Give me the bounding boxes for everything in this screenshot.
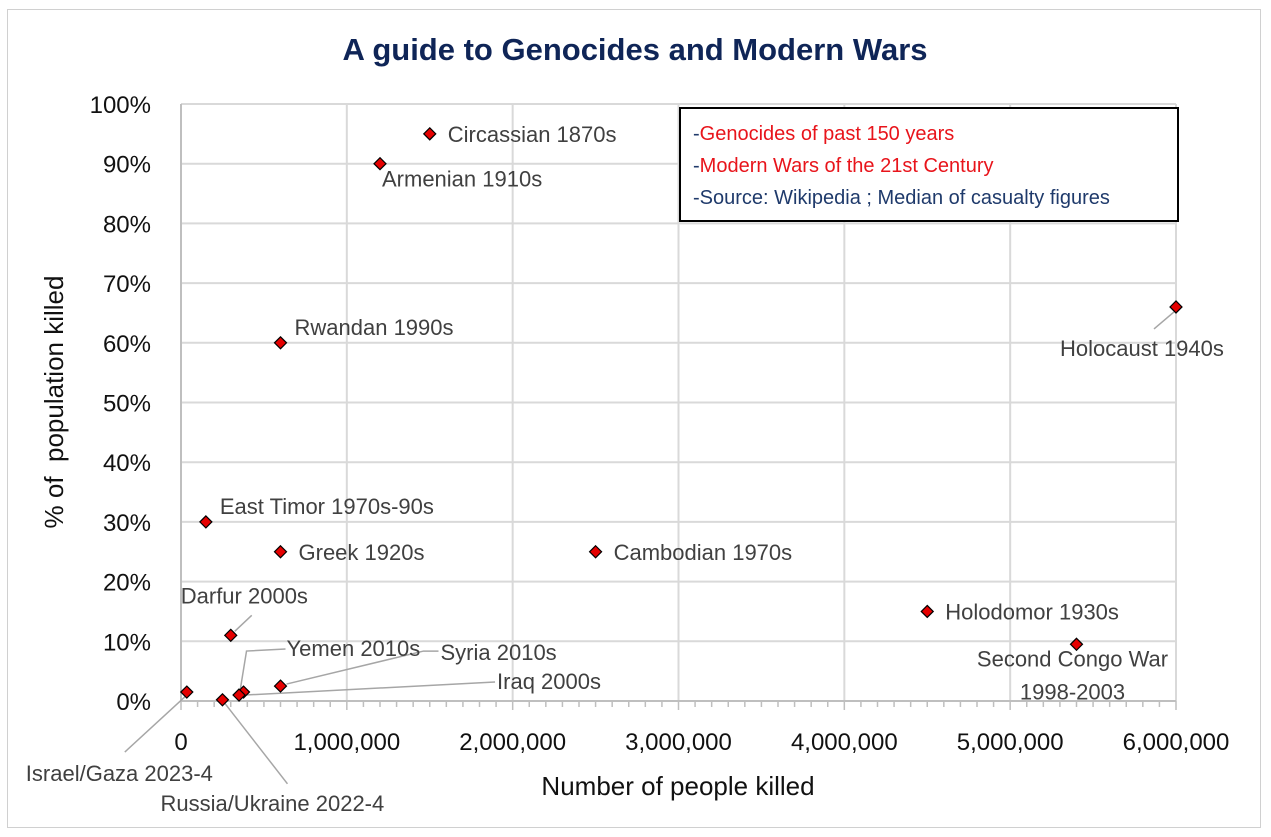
data-point-marker [199,515,213,529]
point-labels: Circassian 1870s Armenian 1910s Rwandan 19… [26,122,1224,816]
data-point-marker [422,127,437,141]
y-axis-title: % of population killed [39,276,69,529]
chart-title: A guide to Genocides and Modern Wars [342,32,927,67]
point-label: Rwandan 1990s [295,315,454,340]
note-dash: - [693,187,700,209]
leader-line [223,702,289,785]
leader-lines [124,311,1175,785]
point-label: East Timor 1970s-90s [220,494,434,519]
point-label: Iraq 2000s [497,669,601,694]
y-tick-label: 80% [103,211,151,238]
leader-line [245,681,496,696]
x-tick-label: 5,000,000 [957,729,1064,756]
axes: 0% 10% 20% 30% 40% 50% 60% 70% 80% 90% 100% 0 1,000,… [90,92,1230,756]
leader-line [124,694,188,753]
x-tick-label: 3,000,000 [625,729,732,756]
data-point-marker [588,544,603,559]
point-label: Yemen 2010s [287,636,421,661]
y-tick-label: 60% [103,331,151,358]
data-point-marker [1069,637,1084,652]
y-tick-label: 50% [103,391,151,418]
y-tick-label: 0% [116,689,151,716]
point-label: Israel/Gaza 2023-4 [26,761,213,786]
y-tick-label: 20% [103,570,151,597]
note-dash: - [693,123,700,145]
note-wars: -Modern Wars of the 21st Century [693,150,1177,182]
y-tick-label: 30% [103,510,151,537]
leader-line [286,650,439,685]
point-label: Greek 1920s [299,540,425,565]
data-point-marker [273,679,288,693]
note-source: -Source: Wikipedia ; Median of casualty … [693,182,1177,214]
point-label: Second Congo War 1998-2003 [977,646,1168,704]
data-point-marker [920,604,935,619]
point-label-line: 1998-2003 [1020,679,1125,704]
y-tick-label: 100% [90,92,151,119]
data-point-marker [223,628,238,643]
point-label: Circassian 1870s [448,122,617,147]
x-axis-title: Number of people killed [541,771,814,801]
leader-line [234,614,253,632]
point-label: Syria 2010s [441,640,557,665]
point-label: Russia/Ukraine 2022-4 [160,791,384,816]
point-label: Holocaust 1940s [1060,336,1224,361]
y-tick-label: 10% [103,629,151,656]
point-label: Cambodian 1970s [614,540,793,565]
point-label: Darfur 2000s [181,583,308,608]
annotation-box: -Genocides of past 150 years -Modern War… [679,107,1179,222]
data-point-marker [179,685,194,699]
data-points [179,127,1183,707]
point-label: Holodomor 1930s [945,599,1119,624]
note-dash: - [693,155,700,177]
data-point-marker [273,335,288,350]
data-point-marker [232,688,246,702]
y-tick-label: 90% [103,152,151,179]
note-wars-text: Modern Wars of the 21st Century [699,155,994,177]
note-source-text: Source: Wikipedia ; Median of casualty f… [699,187,1110,209]
point-label-line: Second Congo War [977,646,1168,671]
y-tick-label: 40% [103,450,151,477]
leader-line [1153,311,1175,330]
x-tick-label: 0 [174,729,187,756]
note-genocides: -Genocides of past 150 years [693,118,1177,150]
gridlines [181,103,1177,701]
data-point-marker [373,156,387,171]
y-tick-label: 70% [103,271,151,298]
data-point-marker [215,692,230,707]
x-tick-label: 4,000,000 [791,729,898,756]
data-point-marker [273,544,288,559]
x-tick-label: 6,000,000 [1123,729,1230,756]
point-label: Armenian 1910s [382,167,542,192]
x-tick-label: 2,000,000 [459,729,566,756]
note-genocides-text: Genocides of past 150 years [699,123,955,145]
leader-line [239,648,286,689]
x-tick-label: 1,000,000 [293,729,400,756]
data-point-marker [1169,300,1183,314]
